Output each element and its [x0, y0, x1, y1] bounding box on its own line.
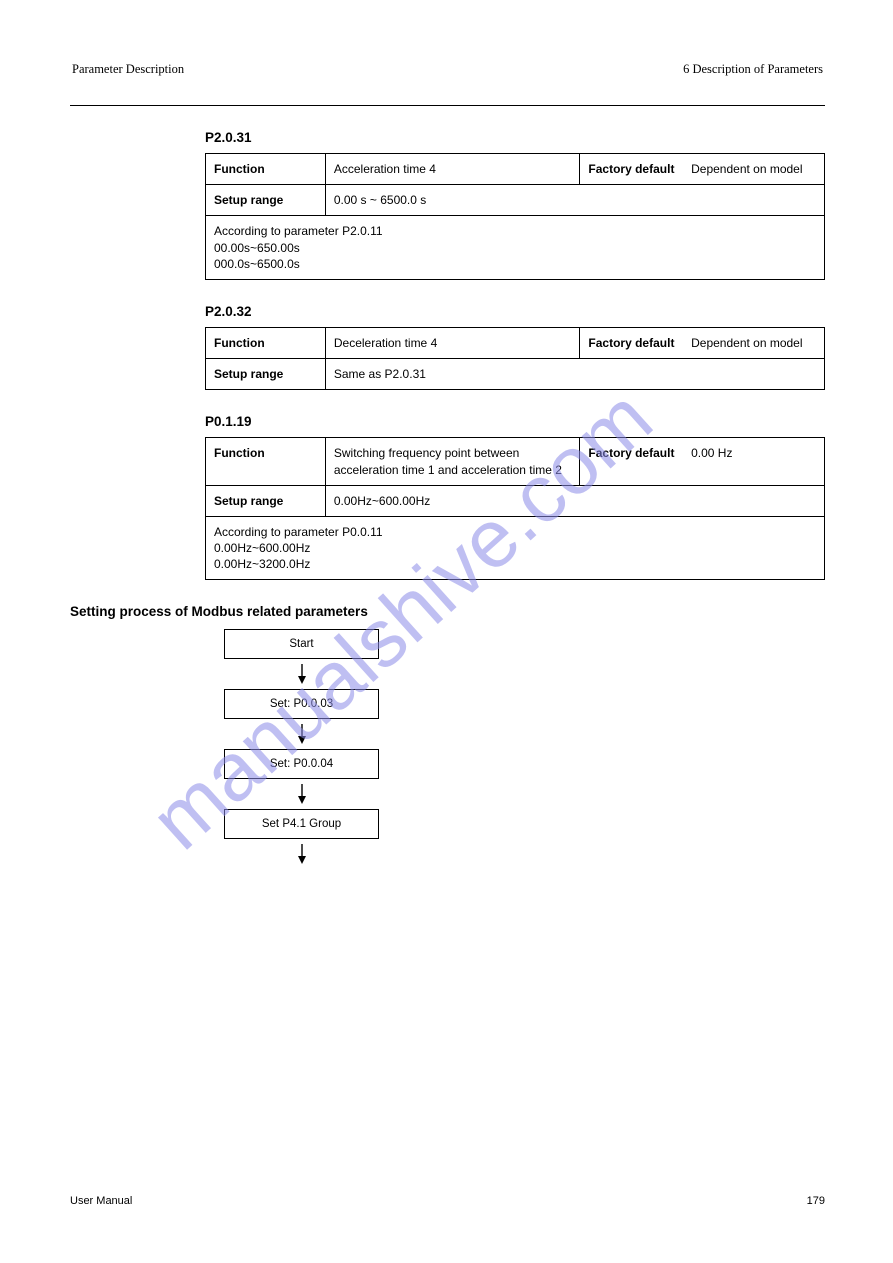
range-value-detail: According to parameter P2.0.1100.00s~650…: [206, 216, 825, 280]
footer-right: 179: [807, 1195, 825, 1207]
running-header: Parameter Description 6 Description of P…: [70, 62, 825, 81]
range-value: Same as P2.0.31: [325, 359, 824, 390]
range-value-top: 0.00 s ~ 6500.0 s: [325, 185, 824, 216]
page-footer: User Manual 179: [70, 1195, 825, 1207]
func-value: Switching frequency point between accele…: [325, 438, 580, 485]
table-row: According to parameter P0.0.110.00Hz~600…: [206, 516, 825, 580]
flow-arrow-icon: [224, 779, 379, 809]
table-row: Setup range Same as P2.0.31: [206, 359, 825, 390]
flow-arrow-icon: [224, 839, 379, 869]
range-value-detail: According to parameter P0.0.110.00Hz~600…: [206, 516, 825, 580]
flowchart: Start Set: P0.0.03 Set: P0.0.04 Set P4.1…: [224, 629, 825, 869]
func-label: Function: [214, 446, 265, 460]
flow-node: Set: P0.0.03: [224, 689, 379, 719]
header-right: 6 Description of Parameters: [683, 62, 823, 77]
default-cell: Factory default Dependent on model: [580, 154, 825, 185]
default-label: Factory default: [588, 446, 674, 460]
header-left: Parameter Description: [72, 62, 184, 77]
param-table: Function Switching frequency point betwe…: [205, 437, 825, 580]
default-cell: Factory default Dependent on model: [580, 327, 825, 358]
table-row: Setup range 0.00Hz~600.00Hz: [206, 485, 825, 516]
range-value-top: 0.00Hz~600.00Hz: [325, 485, 824, 516]
content-column: P2.0.31 Function Acceleration time 4 Fac…: [205, 130, 825, 869]
header-rule: [70, 105, 825, 106]
flow-title: Setting process of Modbus related parame…: [70, 604, 825, 619]
func-value: Acceleration time 4: [325, 154, 580, 185]
default-label: Factory default: [588, 336, 674, 350]
flow-node-start: Start: [224, 629, 379, 659]
default-label: Factory default: [588, 162, 674, 176]
range-label: Setup range: [214, 193, 283, 207]
table-row: Setup range 0.00 s ~ 6500.0 s: [206, 185, 825, 216]
flow-node: Set P4.1 Group: [224, 809, 379, 839]
default-value: Dependent on model: [691, 336, 802, 350]
flow-arrow-icon: [224, 719, 379, 749]
footer-left: User Manual: [70, 1195, 132, 1207]
page: Parameter Description 6 Description of P…: [0, 0, 893, 1263]
flow-arrow-icon: [224, 659, 379, 689]
range-label: Setup range: [214, 494, 283, 508]
table-row: According to parameter P2.0.1100.00s~650…: [206, 216, 825, 280]
param-table: Function Acceleration time 4 Factory def…: [205, 153, 825, 280]
func-label: Function: [214, 336, 265, 350]
func-value: Deceleration time 4: [325, 327, 580, 358]
param-table: Function Deceleration time 4 Factory def…: [205, 327, 825, 390]
table-row: Function Deceleration time 4 Factory def…: [206, 327, 825, 358]
table-row: Function Switching frequency point betwe…: [206, 438, 825, 485]
range-label: Setup range: [214, 367, 283, 381]
param-name: P0.1.19: [205, 414, 825, 429]
param-name: P2.0.32: [205, 304, 825, 319]
default-value: 0.00 Hz: [691, 446, 732, 460]
func-label: Function: [214, 162, 265, 176]
default-cell: Factory default 0.00 Hz: [580, 438, 825, 485]
param-name: P2.0.31: [205, 130, 825, 145]
table-row: Function Acceleration time 4 Factory def…: [206, 154, 825, 185]
flow-node: Set: P0.0.04: [224, 749, 379, 779]
default-value: Dependent on model: [691, 162, 802, 176]
